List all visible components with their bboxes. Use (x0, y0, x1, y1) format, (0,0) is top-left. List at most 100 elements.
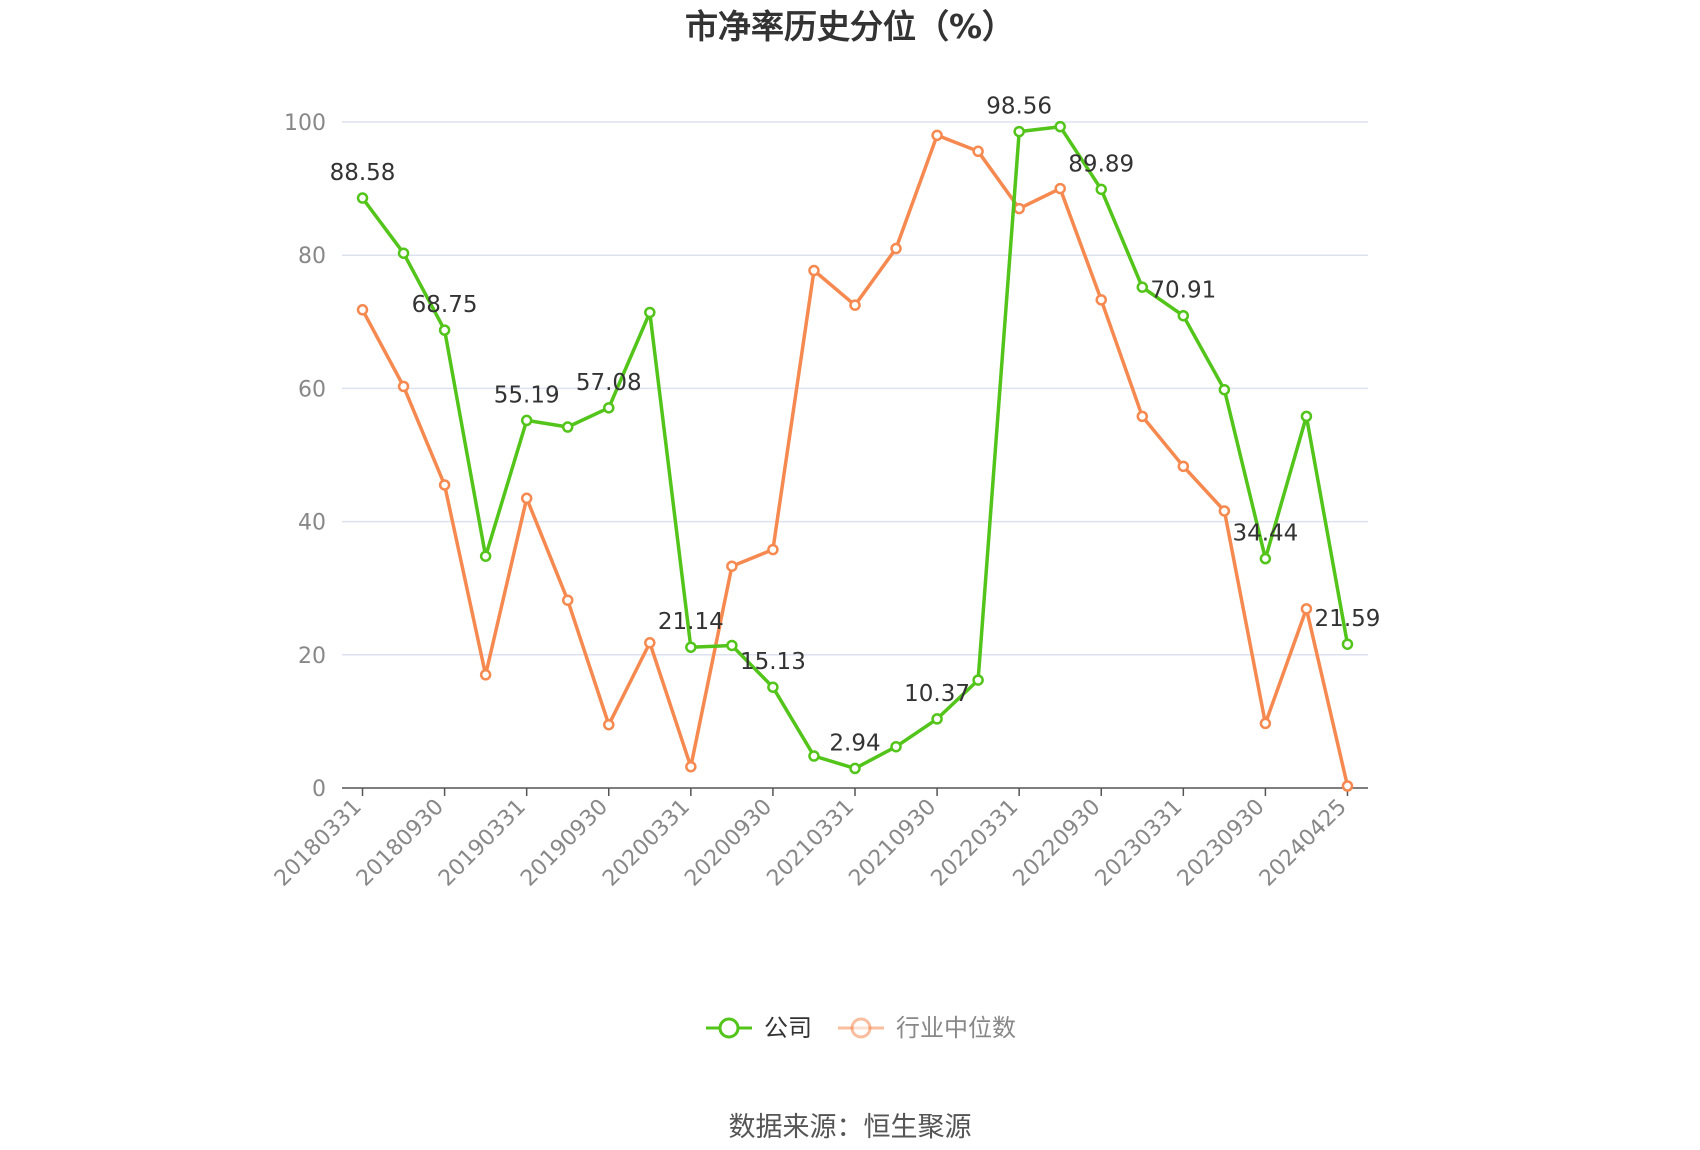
x-tick-label: 20220331 (927, 795, 1024, 892)
data-point[interactable] (972, 674, 984, 686)
grid (342, 121, 1368, 656)
x-tick-label: 20200930 (680, 795, 777, 892)
legend-label-company: 公司 (764, 1014, 812, 1042)
legend-label-industry: 行业中位数 (896, 1014, 1016, 1042)
legend: 公司 行业中位数 (706, 1014, 1016, 1042)
x-tick-label: 20240425 (1255, 795, 1352, 892)
data-point[interactable] (726, 560, 738, 572)
x-tick-label: 20180930 (352, 795, 449, 892)
x-tick-label: 20230930 (1173, 795, 1270, 892)
y-tick-label: 0 (312, 777, 326, 802)
data-label: 10.37 (904, 681, 970, 707)
data-point[interactable] (1218, 505, 1231, 517)
data-point[interactable] (1177, 460, 1190, 473)
data-point[interactable] (479, 550, 492, 562)
data-point[interactable] (1259, 717, 1272, 730)
data-point[interactable] (767, 681, 779, 693)
data-point[interactable] (438, 324, 451, 336)
chart-title: 市净率历史分位（%） (685, 7, 1015, 46)
x-tick-label: 20180331 (270, 795, 367, 892)
data-point[interactable] (520, 414, 533, 427)
data-point[interactable] (561, 421, 574, 433)
data-point[interactable] (849, 762, 861, 775)
data-label: 15.13 (740, 649, 806, 675)
x-axis: 2018033120180930201903312019093020200331… (270, 787, 1368, 892)
data-source: 数据来源：恒生聚源 (729, 1112, 972, 1143)
data-labels: 88.58 68.75 55.19 57.08 21.14 15.13 2.94 10.37 9… (330, 94, 1381, 757)
data-point[interactable] (890, 740, 902, 753)
legend-marker-company (718, 1017, 740, 1039)
x-tick-label: 20190930 (516, 795, 613, 892)
data-point[interactable] (1341, 638, 1354, 650)
x-tick-label: 20190331 (434, 795, 531, 892)
x-tick-label: 20230331 (1091, 795, 1188, 892)
data-point[interactable] (1054, 120, 1066, 133)
data-label: 88.58 (330, 160, 396, 186)
data-point[interactable] (1095, 294, 1107, 306)
x-tick-label: 20210930 (844, 795, 941, 892)
data-point[interactable] (520, 492, 533, 505)
x-tick-label: 20220930 (1009, 795, 1106, 892)
data-point[interactable] (808, 264, 820, 277)
legend-item-industry[interactable]: 行业中位数 (838, 1014, 1016, 1042)
data-label: 98.56 (986, 94, 1052, 120)
data-point[interactable] (561, 594, 574, 606)
data-point[interactable] (685, 641, 697, 653)
data-point[interactable] (767, 543, 779, 556)
data-point[interactable] (356, 192, 369, 204)
data-point[interactable] (479, 669, 492, 681)
data-point[interactable] (685, 760, 697, 773)
data-point[interactable] (972, 145, 984, 158)
data-point[interactable] (397, 247, 410, 259)
series-company (356, 120, 1354, 775)
plot-area (356, 120, 1354, 792)
data-point[interactable] (931, 713, 943, 725)
series-line (360, 133, 1350, 787)
data-point[interactable] (1341, 780, 1354, 792)
data-point[interactable] (603, 718, 615, 731)
data-label: 34.44 (1232, 521, 1298, 547)
data-point[interactable] (726, 639, 738, 652)
data-point[interactable] (1218, 383, 1231, 396)
data-point[interactable] (397, 380, 410, 393)
data-point[interactable] (644, 306, 656, 319)
x-tick-label: 20200331 (598, 795, 695, 892)
data-point[interactable] (1054, 182, 1066, 195)
data-label: 68.75 (412, 292, 478, 318)
legend-marker-industry (850, 1017, 872, 1039)
y-axis: 0 20 40 60 80 100 (284, 111, 326, 802)
series-industry (356, 129, 1354, 792)
data-point[interactable] (808, 750, 820, 762)
data-label: 2.94 (829, 730, 880, 756)
data-point[interactable] (1013, 125, 1025, 138)
series-line (361, 124, 1350, 771)
data-point[interactable] (1300, 410, 1313, 423)
y-tick-label: 60 (298, 377, 326, 402)
y-tick-label: 80 (298, 244, 326, 269)
data-label: 57.08 (576, 370, 642, 396)
data-point[interactable] (890, 242, 902, 255)
data-point[interactable] (1259, 552, 1272, 565)
y-tick-label: 100 (284, 111, 326, 136)
data-label: 21.14 (658, 609, 724, 635)
data-point[interactable] (849, 299, 861, 311)
legend-item-company[interactable]: 公司 (706, 1014, 812, 1042)
data-label: 89.89 (1068, 151, 1134, 177)
data-point[interactable] (1177, 309, 1190, 322)
data-point[interactable] (356, 304, 369, 316)
data-point[interactable] (644, 637, 656, 649)
data-point[interactable] (1136, 410, 1149, 423)
data-point[interactable] (931, 129, 943, 142)
y-tick-label: 20 (298, 644, 326, 669)
data-point[interactable] (1095, 183, 1107, 196)
data-point[interactable] (1013, 202, 1025, 215)
data-point[interactable] (438, 479, 451, 491)
data-point[interactable] (603, 402, 615, 414)
data-label: 55.19 (494, 382, 560, 408)
x-tick-label: 20210331 (762, 795, 859, 892)
data-point[interactable] (1300, 603, 1313, 615)
data-point[interactable] (1136, 281, 1149, 293)
data-label: 70.91 (1150, 278, 1216, 304)
data-label: 21.59 (1315, 606, 1381, 632)
